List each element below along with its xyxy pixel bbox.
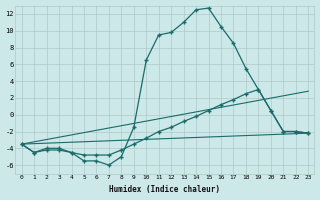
X-axis label: Humidex (Indice chaleur): Humidex (Indice chaleur) (109, 185, 220, 194)
